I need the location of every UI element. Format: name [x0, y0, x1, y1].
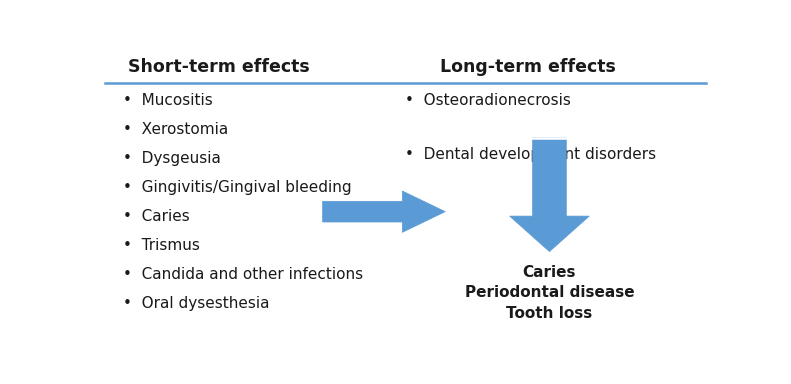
- Text: Long-term effects: Long-term effects: [440, 58, 616, 76]
- Polygon shape: [323, 191, 445, 232]
- Text: •  Candida and other infections: • Candida and other infections: [123, 267, 364, 282]
- Text: Tooth loss: Tooth loss: [506, 306, 592, 321]
- Text: Periodontal disease: Periodontal disease: [464, 285, 634, 300]
- Text: •  Trismus: • Trismus: [123, 238, 200, 253]
- Text: Caries: Caries: [523, 265, 576, 280]
- Text: Short-term effects: Short-term effects: [127, 58, 309, 76]
- Text: •  Xerostomia: • Xerostomia: [123, 122, 229, 137]
- Text: •  Mucositis: • Mucositis: [123, 93, 213, 108]
- Text: •  Osteoradionecrosis: • Osteoradionecrosis: [406, 93, 571, 108]
- Polygon shape: [509, 138, 589, 252]
- Text: •  Caries: • Caries: [123, 209, 190, 224]
- Text: •  Gingivitis/Gingival bleeding: • Gingivitis/Gingival bleeding: [123, 180, 352, 195]
- Text: •  Dental development disorders: • Dental development disorders: [406, 147, 657, 162]
- Text: •  Oral dysesthesia: • Oral dysesthesia: [123, 296, 270, 311]
- Text: •  Dysgeusia: • Dysgeusia: [123, 151, 221, 166]
